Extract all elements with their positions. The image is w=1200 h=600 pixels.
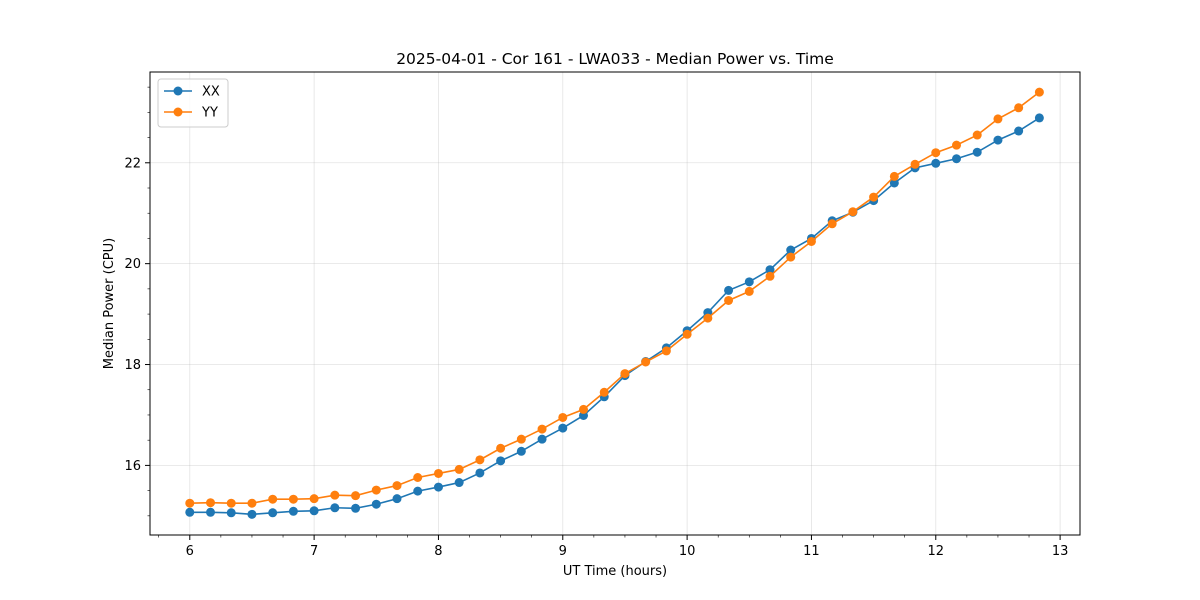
data-point-xx [454,478,464,488]
ticks: 6 7 8 9 10 11 12 13 16 18 20 22 [124,86,1069,559]
data-point-xx [952,154,962,164]
data-point-yy [226,498,236,508]
x-axis-label: UT Time (hours) [563,564,667,579]
data-point-yy [413,473,423,483]
y-tick-label: 16 [124,459,141,474]
data-point-yy [724,295,734,305]
data-point-yy [454,464,464,474]
data-point-yy [744,286,754,296]
data-point-xx [206,507,216,517]
plot-frame [149,71,1081,536]
data-point-yy [558,412,568,422]
data-point-xx [226,508,236,518]
legend-label-xx: XX [202,85,220,100]
x-tick-label: 7 [310,544,318,559]
y-tick-label: 18 [124,358,141,373]
data-point-yy [330,490,340,500]
x-tick-label: 10 [679,544,696,559]
data-point-yy [309,494,319,504]
y-tick-label: 20 [124,257,141,272]
data-point-yy [247,498,257,508]
data-point-xx [724,285,734,295]
data-point-xx [309,506,319,516]
data-point-yy [1014,103,1024,113]
data-point-yy [972,130,982,140]
data-point-xx [1034,113,1044,123]
data-point-xx [765,265,775,275]
data-point-yy [641,357,651,367]
data-point-xx [786,245,796,255]
y-axis-label: Median Power (CPU) [102,238,117,369]
x-tick-label: 8 [434,544,442,559]
legend-marker-yy [173,107,183,117]
x-tick-label: 6 [186,544,194,559]
data-point-yy [392,481,402,491]
data-point-yy [268,494,278,504]
x-tick-label: 9 [559,544,567,559]
data-point-xx [185,507,195,517]
data-point-yy [765,271,775,281]
data-point-xx [889,178,899,188]
data-point-yy [889,171,899,181]
data-point-yy [910,159,920,169]
data-point-yy [703,313,713,323]
data-point-xx [330,503,340,513]
data-point-xx [392,494,402,504]
data-point-yy [993,114,1003,124]
data-point-yy [848,207,858,217]
series-layer [185,87,1044,519]
x-tick-label: 12 [928,544,945,559]
data-point-yy [1034,87,1044,97]
data-point-xx [993,135,1003,145]
data-point-yy [579,404,589,414]
data-point-yy [288,494,298,504]
legend: XX YY [157,78,229,128]
data-point-yy [496,443,506,453]
data-point-xx [496,456,506,466]
data-point-xx [516,446,526,456]
data-point-xx [288,506,298,516]
data-point-xx [413,486,423,496]
series-yy [185,87,1044,508]
data-point-yy [185,498,195,508]
data-point-yy [599,387,609,397]
grid [150,72,1080,535]
legend-marker-xx [173,86,183,96]
data-point-xx [558,423,568,433]
y-tick-label: 22 [124,156,141,171]
data-point-yy [433,468,443,478]
data-point-xx [433,482,443,492]
data-point-yy [786,252,796,262]
data-point-yy [351,491,361,501]
data-point-yy [806,236,816,246]
data-point-yy [952,140,962,150]
data-point-xx [371,499,381,509]
data-point-yy [475,455,485,465]
data-point-yy [516,434,526,444]
data-point-yy [537,424,547,434]
data-point-xx [744,277,754,287]
data-point-xx [972,147,982,157]
data-point-yy [682,329,692,339]
data-point-yy [931,148,941,158]
legend-label-yy: YY [201,106,218,121]
data-point-yy [206,498,216,508]
data-point-yy [620,369,630,379]
data-point-yy [869,192,879,202]
data-point-xx [475,468,485,478]
chart-title: 2025-04-01 - Cor 161 - LWA033 - Median P… [396,50,834,68]
data-point-xx [268,508,278,518]
x-tick-label: 11 [803,544,820,559]
data-point-xx [247,509,257,519]
data-point-xx [1014,126,1024,136]
data-point-yy [827,219,837,229]
data-point-xx [537,434,547,444]
x-tick-label: 13 [1052,544,1069,559]
data-point-xx [931,158,941,168]
data-point-yy [661,346,671,356]
data-point-yy [371,485,381,495]
data-point-xx [351,503,361,513]
